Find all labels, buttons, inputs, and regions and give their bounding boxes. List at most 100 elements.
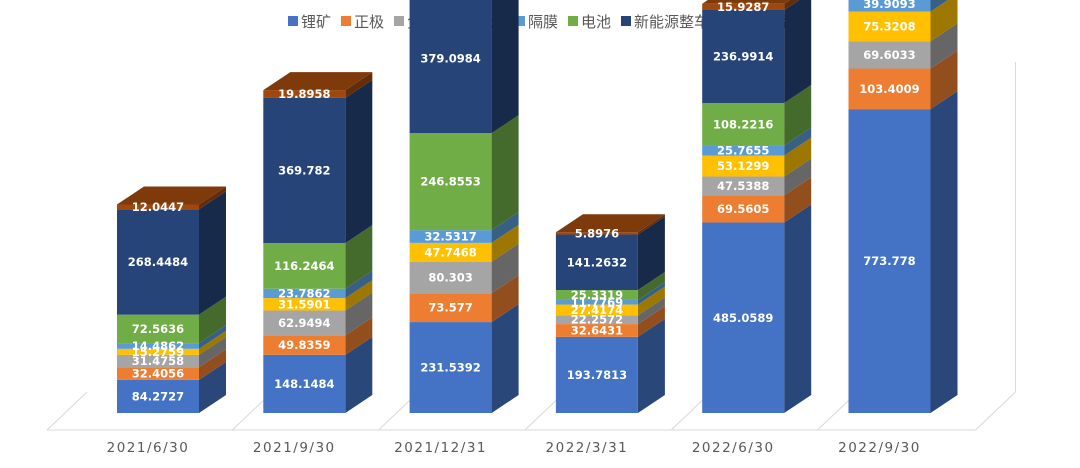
data-label: 80.303 bbox=[428, 270, 472, 284]
data-label: 22.2572 bbox=[571, 313, 623, 327]
data-label: 47.7468 bbox=[424, 245, 476, 259]
bar-stack bbox=[263, 72, 373, 413]
data-label: 14.4862 bbox=[132, 339, 184, 353]
bar-segment-side bbox=[930, 91, 958, 413]
bar-segment bbox=[409, 133, 492, 231]
bar-segment bbox=[263, 335, 346, 355]
data-label: 73.577 bbox=[428, 301, 472, 315]
bar-segment bbox=[555, 290, 638, 300]
bar-segment bbox=[848, 0, 931, 12]
bar-segment-side bbox=[784, 204, 812, 413]
bar-segment bbox=[263, 97, 346, 244]
bar-segment bbox=[117, 314, 199, 344]
bar-segment-side bbox=[345, 72, 373, 98]
bar-segment bbox=[555, 324, 638, 337]
data-label: 268.4484 bbox=[128, 255, 188, 269]
data-label: 31.5901 bbox=[278, 297, 330, 311]
bar-stack bbox=[409, 0, 519, 413]
bar-segment-side bbox=[491, 224, 519, 262]
bar-segment bbox=[409, 0, 492, 134]
x-tick-label: 2021/12/31 bbox=[394, 440, 487, 456]
data-label: 379.0984 bbox=[420, 52, 480, 66]
data-label: 15.2759 bbox=[132, 345, 184, 359]
bar-segment bbox=[555, 299, 638, 305]
legend-item: 新能源整车 bbox=[621, 11, 709, 32]
bar-segment bbox=[555, 232, 638, 235]
data-label: 19.8958 bbox=[278, 87, 330, 101]
legend-swatch bbox=[287, 16, 298, 26]
legend-label: 锂矿 bbox=[300, 12, 331, 31]
bar-segment-side bbox=[345, 225, 373, 289]
bar-segment-side bbox=[345, 79, 373, 244]
data-label: 246.8553 bbox=[420, 175, 480, 189]
data-label: 116.2464 bbox=[274, 259, 334, 273]
bar-segment-side bbox=[637, 318, 665, 413]
bar-segment-side bbox=[637, 281, 665, 305]
data-label: 69.5605 bbox=[717, 202, 769, 216]
bar-segment-side bbox=[491, 275, 519, 323]
bar-segment bbox=[702, 222, 785, 413]
data-label: 15.9287 bbox=[717, 0, 769, 14]
floor-right-edge bbox=[975, 391, 1016, 431]
bar-segment-side bbox=[637, 297, 665, 325]
bar-segment bbox=[555, 304, 638, 316]
bar-segment bbox=[263, 354, 346, 413]
bar-segment bbox=[848, 41, 931, 69]
legend-swatch bbox=[340, 16, 351, 26]
bar-segment-side bbox=[199, 191, 226, 315]
bar-segment-side bbox=[784, 85, 812, 146]
bar-segment bbox=[263, 310, 346, 336]
data-label: 148.1484 bbox=[274, 377, 334, 391]
legend-swatch bbox=[515, 16, 525, 26]
bar-segment bbox=[409, 293, 492, 323]
bar-segment-side bbox=[637, 286, 665, 316]
data-label: 25.3319 bbox=[571, 288, 623, 302]
bar-segment bbox=[263, 298, 346, 311]
data-label: 53.1299 bbox=[717, 159, 769, 173]
data-label: 31.4758 bbox=[132, 354, 184, 368]
data-label: 485.0589 bbox=[713, 311, 773, 325]
bar-segment bbox=[263, 288, 346, 299]
bar-segment-side bbox=[345, 317, 373, 355]
data-label: 39.9093 bbox=[863, 0, 915, 11]
legend-label: 隔膜 bbox=[528, 12, 559, 31]
x-tick-label: 2021/9/30 bbox=[253, 440, 336, 456]
bar-segment-side bbox=[491, 0, 519, 134]
data-label: 231.5392 bbox=[420, 361, 480, 375]
bar-segment-side bbox=[345, 280, 373, 311]
bar-segment-side bbox=[784, 127, 812, 156]
bar-segment-side bbox=[784, 158, 812, 196]
bar-segment-side bbox=[637, 216, 665, 291]
legend-item: 锂矿 bbox=[287, 11, 331, 32]
legend-item: 正极 bbox=[340, 11, 384, 32]
data-label: 108.2216 bbox=[713, 117, 773, 131]
legend-swatch bbox=[393, 16, 404, 26]
data-label: 32.6431 bbox=[571, 323, 623, 337]
bar-segment bbox=[848, 11, 931, 42]
bar-stack bbox=[117, 186, 226, 413]
bar-segment bbox=[409, 242, 492, 262]
bar-segment-side bbox=[345, 270, 373, 299]
bar-segment-side bbox=[491, 115, 519, 231]
bar-segment bbox=[117, 348, 199, 355]
data-label: 369.782 bbox=[278, 164, 330, 178]
data-label: 236.9914 bbox=[713, 50, 773, 64]
bar-segment-side bbox=[930, 50, 958, 110]
bar-segment bbox=[848, 109, 931, 413]
data-label: 23.7862 bbox=[278, 286, 330, 300]
data-label: 69.6033 bbox=[863, 48, 915, 62]
bar-segment bbox=[117, 354, 199, 368]
bar-segment bbox=[555, 234, 638, 291]
legend-item: 电池 bbox=[568, 11, 611, 32]
bar-segment bbox=[702, 9, 785, 104]
bar-segment bbox=[117, 204, 199, 210]
x-tick-label: 2022/9/30 bbox=[838, 440, 921, 456]
data-label: 32.5317 bbox=[424, 230, 476, 244]
bar-segment-side bbox=[930, 0, 958, 42]
bar-segment bbox=[702, 176, 785, 196]
bar-segment bbox=[409, 261, 492, 294]
data-label: 27.4174 bbox=[571, 303, 623, 317]
bar-top-face bbox=[555, 214, 665, 233]
bar-segment bbox=[555, 336, 638, 413]
